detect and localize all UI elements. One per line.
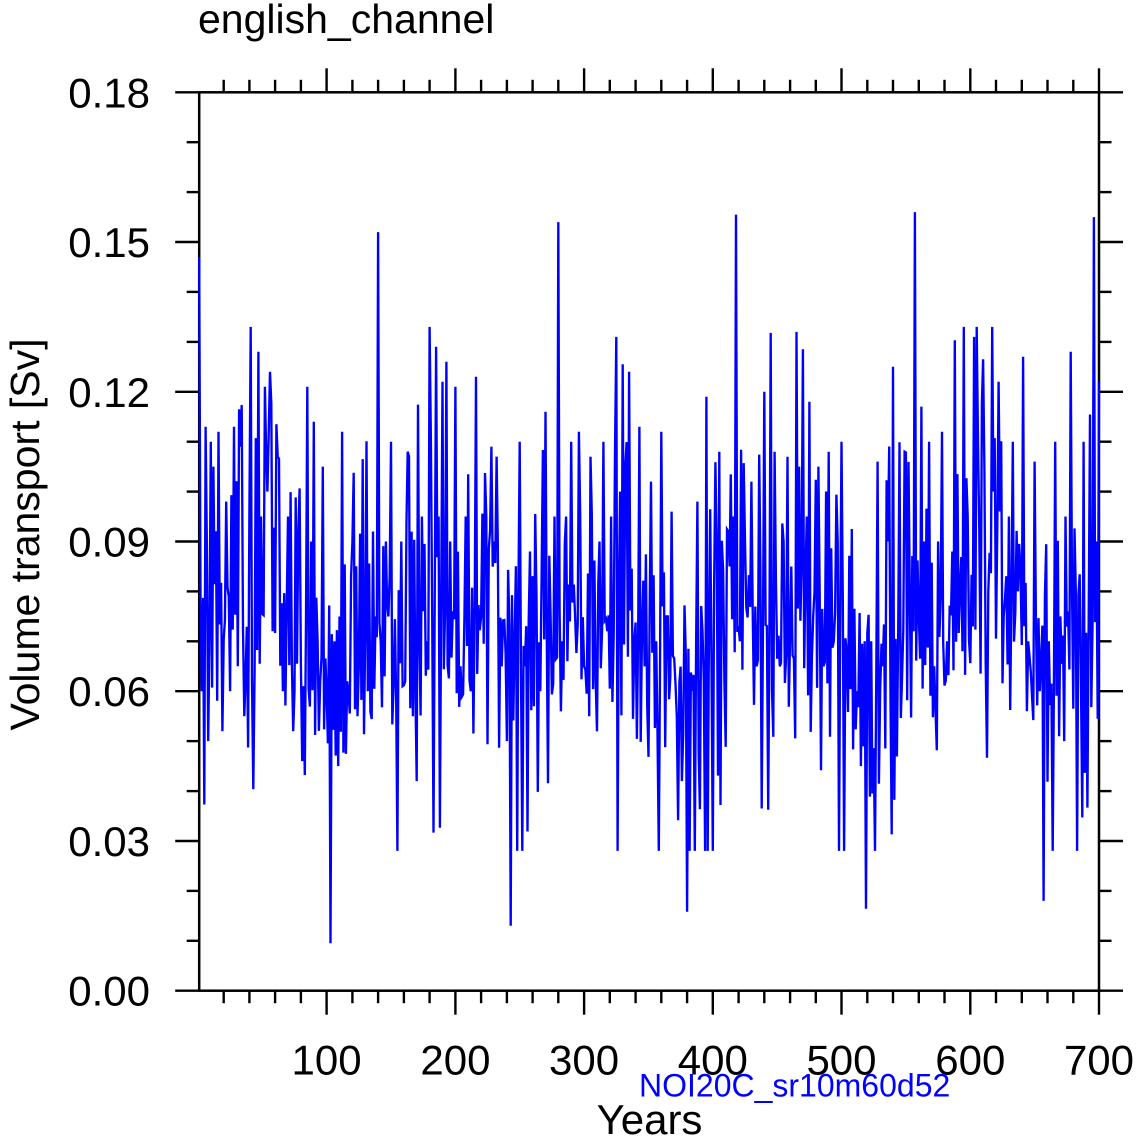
svg-text:Years: Years: [597, 1096, 703, 1140]
svg-text:0.00: 0.00: [68, 968, 150, 1015]
svg-text:0.03: 0.03: [68, 818, 150, 865]
svg-text:400: 400: [678, 1037, 748, 1084]
svg-text:0.18: 0.18: [68, 69, 150, 116]
svg-text:0.09: 0.09: [68, 519, 150, 566]
svg-text:Volume transport [Sv]: Volume transport [Sv]: [2, 339, 48, 731]
svg-text:0.06: 0.06: [68, 668, 150, 715]
svg-text:english_channel: english_channel: [198, 0, 494, 42]
svg-text:700: 700: [1064, 1037, 1134, 1084]
svg-text:0.15: 0.15: [68, 219, 150, 266]
svg-text:100: 100: [292, 1037, 362, 1084]
svg-text:NOI20C_sr10m60d52: NOI20C_sr10m60d52: [639, 1068, 950, 1104]
svg-text:200: 200: [420, 1037, 490, 1084]
svg-text:600: 600: [935, 1037, 1005, 1084]
svg-text:0.12: 0.12: [68, 369, 150, 416]
svg-text:300: 300: [549, 1037, 619, 1084]
svg-text:500: 500: [806, 1037, 876, 1084]
